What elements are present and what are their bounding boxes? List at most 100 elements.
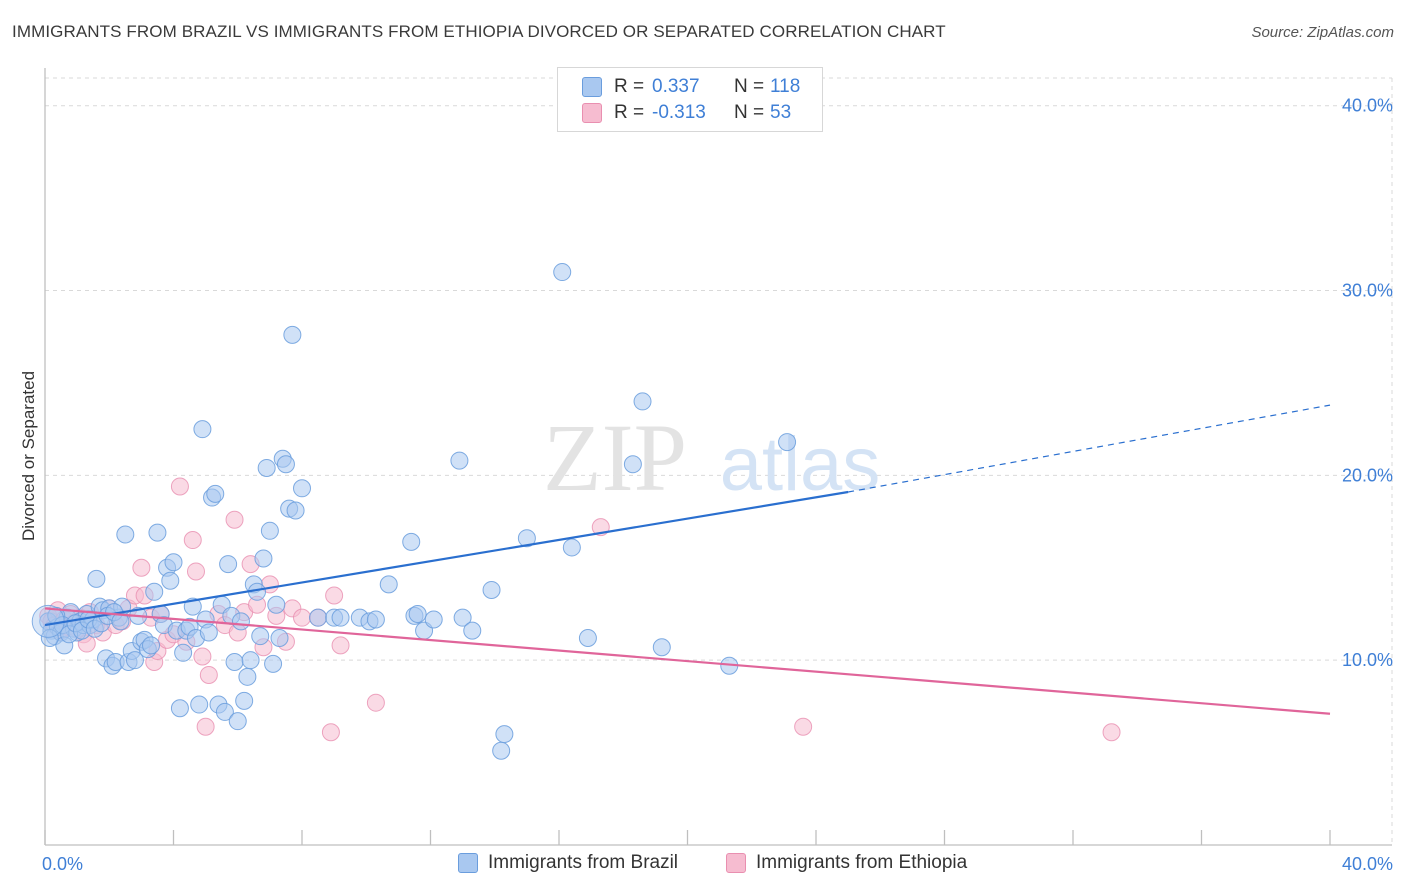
brazil-point: [174, 643, 193, 662]
legend-swatch-ethiopia: [582, 103, 602, 123]
brazil-point: [225, 653, 244, 672]
brazil-point: [125, 651, 144, 670]
series-legend: Immigrants from Brazil Immigrants from E…: [0, 852, 1406, 878]
brazil-point: [228, 712, 247, 731]
brazil-point: [495, 725, 514, 744]
brazil-point: [331, 608, 350, 627]
legend-r-label: R =: [614, 102, 645, 123]
y-tick-label: 20.0%: [1342, 465, 1393, 485]
brazil-point: [161, 571, 180, 590]
watermark-atlas: atlas: [720, 422, 881, 507]
series-legend-ethiopia[interactable]: Immigrants from Ethiopia: [726, 852, 967, 874]
brazil-point: [267, 595, 286, 614]
brazil-point: [241, 651, 260, 670]
ethiopia-point: [366, 693, 385, 712]
brazil-point: [215, 702, 234, 721]
brazil-point: [517, 529, 536, 548]
ethiopia-point: [331, 636, 350, 655]
brazil-point: [40, 629, 59, 648]
brazil-point: [219, 555, 238, 574]
series-label-brazil: Immigrants from Brazil: [488, 852, 679, 873]
axes: [44, 68, 1392, 846]
legend: R = 0.337 N = 118 R = -0.313 N = 53: [557, 67, 823, 132]
brazil-point: [276, 455, 295, 474]
brazil-trend-extension: [848, 404, 1331, 493]
brazil-point: [283, 325, 302, 344]
tick-labels: 10.0% 20.0% 30.0% 40.0% 0.0% 40.0%: [42, 96, 1393, 874]
ethiopia-point: [196, 717, 215, 736]
x-tick-label: 0.0%: [42, 854, 83, 874]
brazil-point: [170, 699, 189, 718]
brazil-point: [623, 455, 642, 474]
brazil-point: [366, 610, 385, 629]
ethiopia-point: [186, 562, 205, 581]
ethiopia-point: [794, 717, 813, 736]
brazil-point: [145, 582, 164, 601]
chart-title: IMMIGRANTS FROM BRAZIL VS IMMIGRANTS FRO…: [12, 22, 946, 41]
brazil-point: [190, 695, 209, 714]
ethiopia-point: [199, 665, 218, 684]
ethiopia-point: [193, 647, 212, 666]
brazil-point: [206, 484, 225, 503]
y-tick-label: 30.0%: [1342, 281, 1393, 301]
legend-swatch-brazil: [582, 77, 602, 97]
brazil-point: [164, 553, 183, 572]
brazil-point: [238, 667, 257, 686]
brazil-point: [251, 627, 270, 646]
ethiopia-point: [183, 531, 202, 550]
brazil-point: [424, 610, 443, 629]
legend-n-value: 118: [770, 76, 801, 97]
brazil-point: [270, 629, 289, 648]
x-tick-label: 40.0%: [1342, 854, 1393, 874]
brazil-point: [264, 654, 283, 673]
brazil-point: [778, 433, 797, 452]
brazil-point: [148, 523, 167, 542]
series-label-ethiopia: Immigrants from Ethiopia: [756, 852, 968, 873]
grid: [45, 77, 1393, 845]
ethiopia-point: [293, 608, 311, 627]
ethiopia-point: [170, 477, 189, 496]
brazil-point: [87, 569, 106, 588]
ethiopia-point: [132, 558, 151, 577]
legend-row-brazil: R = 0.337 N = 118: [582, 75, 800, 99]
brazil-point: [235, 691, 254, 710]
brazil-point: [293, 479, 311, 498]
brazil-point: [482, 580, 501, 599]
y-tick-label: 40.0%: [1342, 96, 1393, 116]
legend-row-ethiopia: R = -0.313 N = 53: [582, 101, 791, 125]
brazil-point: [553, 263, 572, 282]
brazil-point: [402, 532, 421, 551]
series-legend-brazil[interactable]: Immigrants from Brazil: [458, 852, 678, 874]
brazil-points: [31, 263, 797, 760]
brazil-point: [578, 629, 597, 648]
brazil-trend-line: [44, 490, 849, 627]
brazil-point: [257, 458, 276, 477]
watermark: ZIP atlas: [543, 404, 880, 511]
ethiopia-point: [321, 723, 340, 742]
brazil-point: [652, 638, 671, 657]
series-swatch-ethiopia: [726, 853, 746, 873]
brazil-point: [142, 636, 161, 655]
brazil-point: [260, 521, 279, 540]
brazil-point: [562, 538, 581, 557]
legend-n-label: N =: [734, 76, 765, 97]
ethiopia-point: [1102, 723, 1121, 742]
brazil-point: [379, 575, 398, 594]
brazil-point: [492, 741, 511, 760]
y-tick-label: 10.0%: [1342, 650, 1393, 670]
brazil-point: [450, 451, 469, 470]
brazil-point: [286, 501, 305, 520]
brazil-point: [453, 608, 472, 627]
trend-lines: [44, 404, 1331, 715]
legend-n-label: N =: [734, 102, 765, 123]
watermark-zip: ZIP: [543, 404, 687, 511]
brazil-point: [463, 621, 482, 640]
series-swatch-brazil: [458, 853, 478, 873]
brazil-point: [199, 623, 218, 642]
ethiopia-point: [225, 510, 244, 529]
brazil-point: [309, 608, 328, 627]
legend-r-label: R =: [614, 76, 645, 97]
legend-r-value: -0.313: [652, 102, 706, 123]
brazil-point: [633, 392, 652, 411]
